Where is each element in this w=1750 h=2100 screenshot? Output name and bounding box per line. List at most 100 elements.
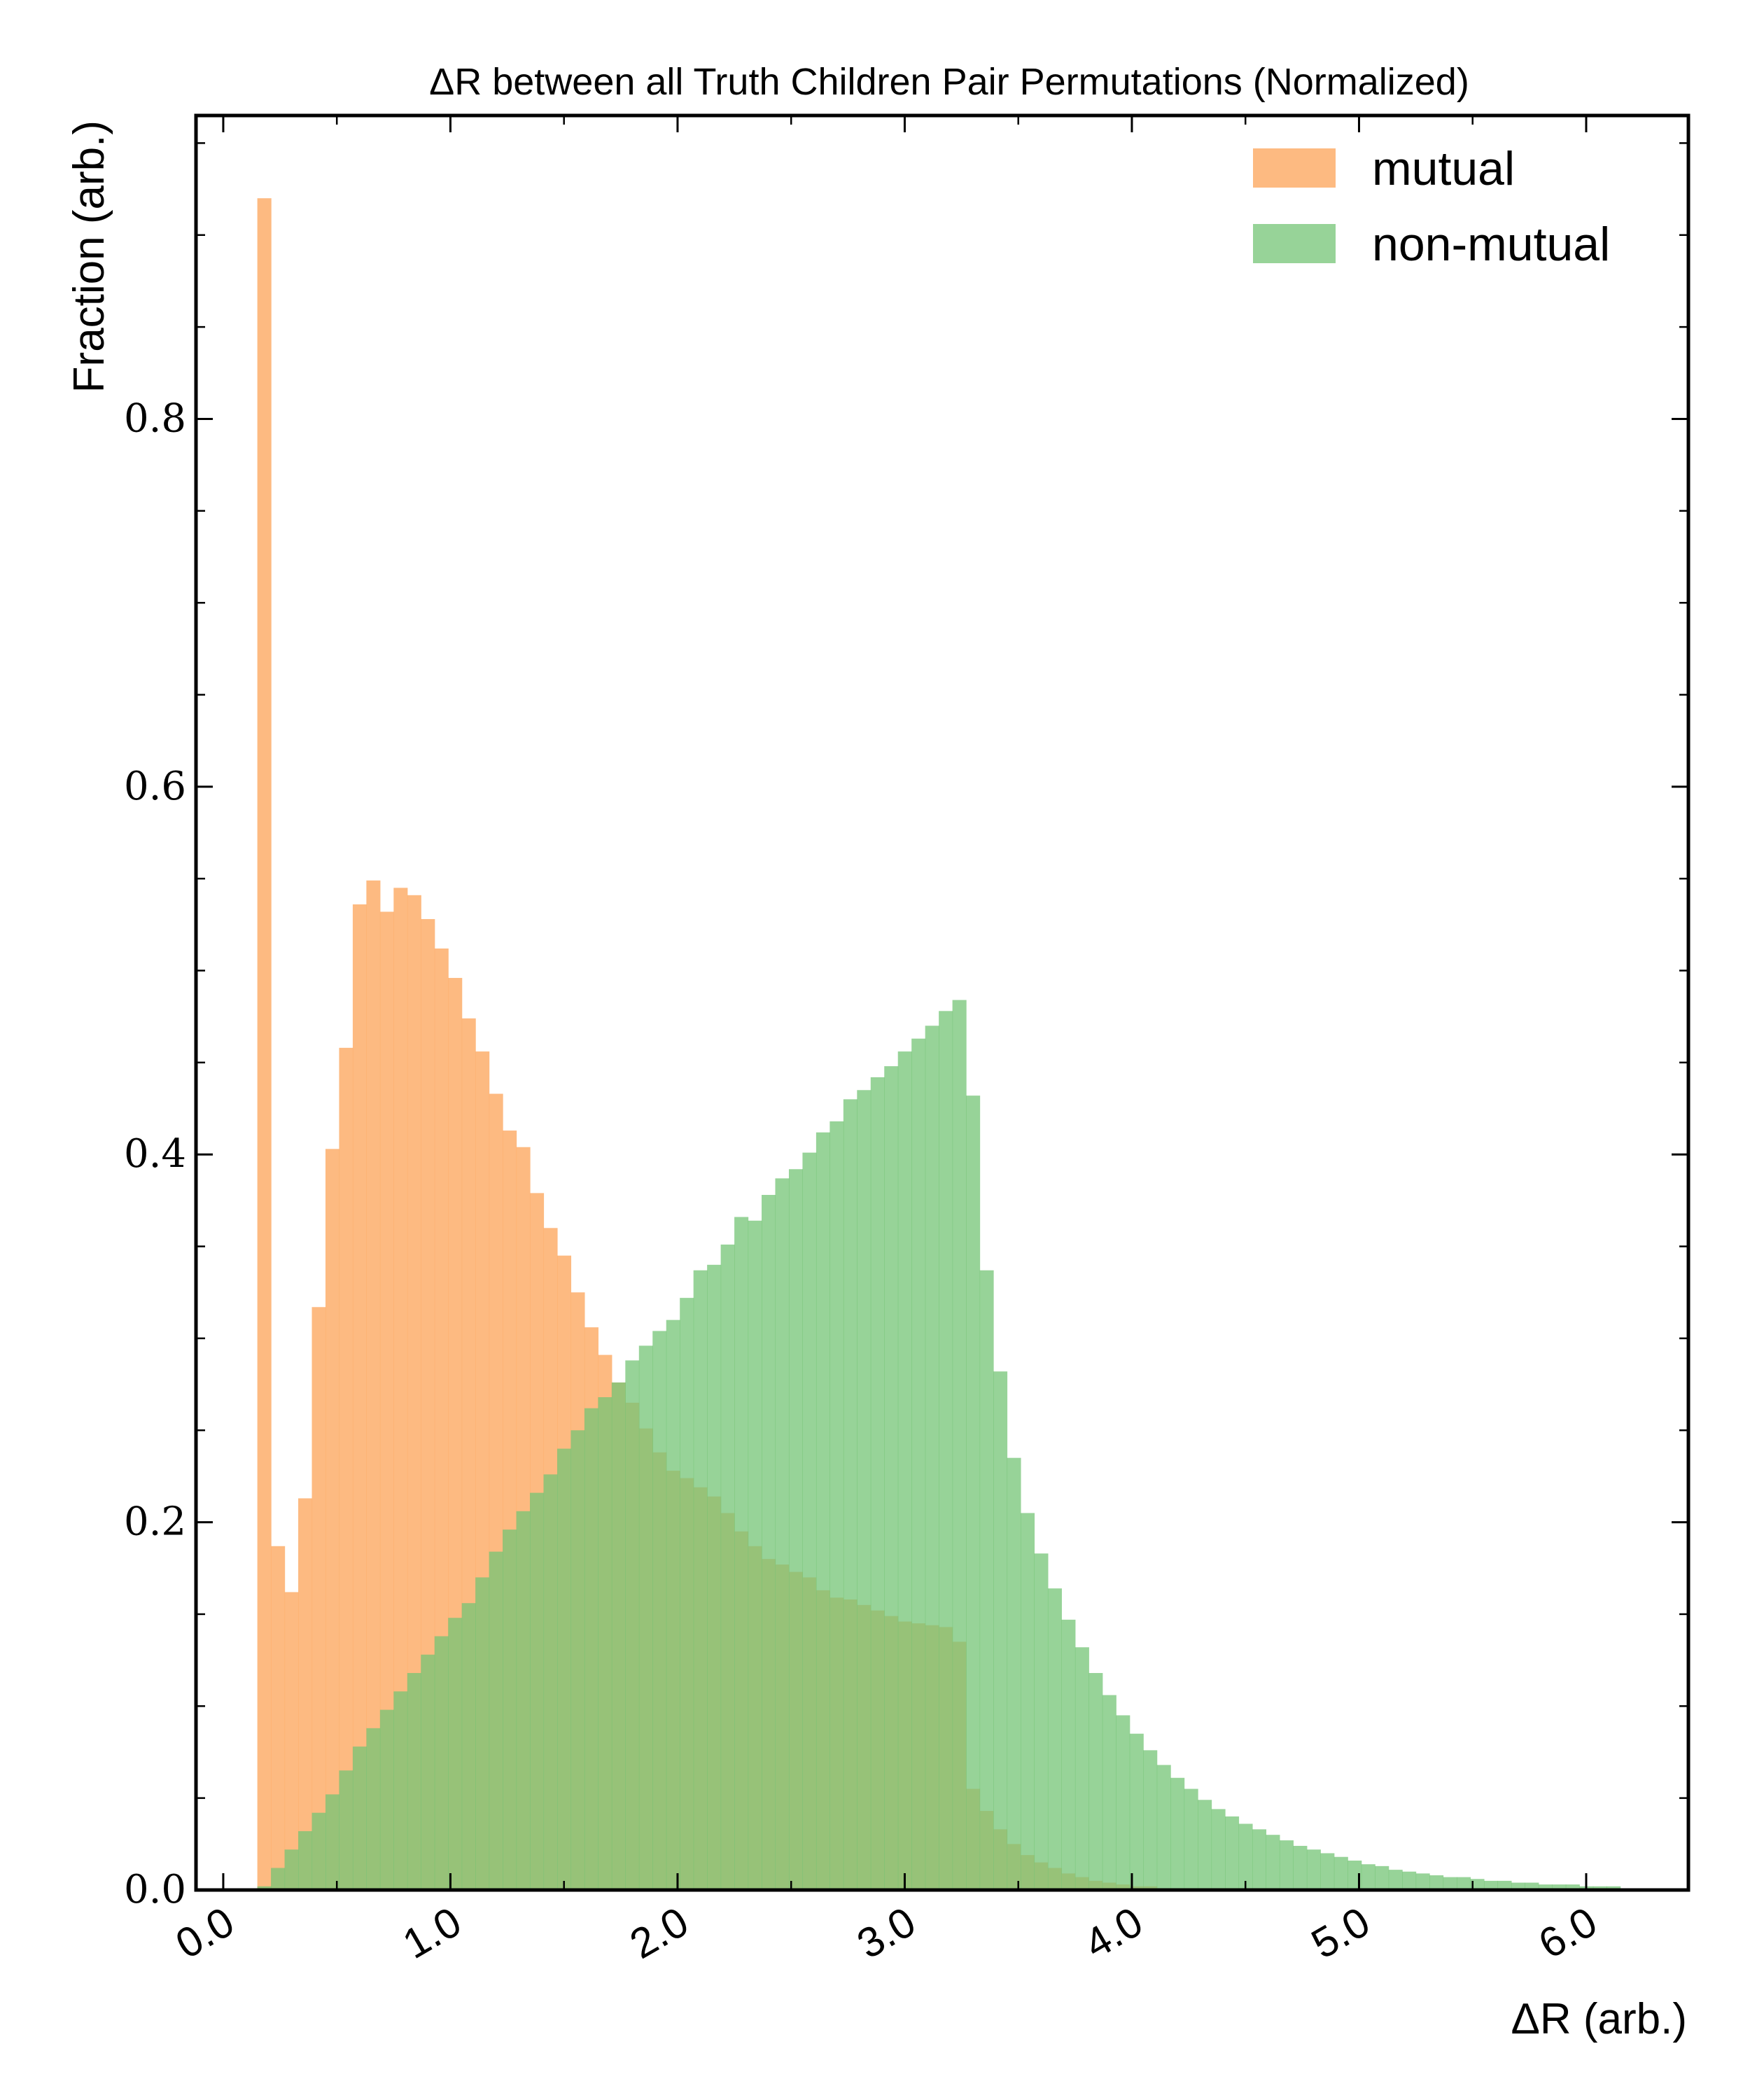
bar-non-mutual-36 xyxy=(748,1220,762,1890)
bar-non-mutual-1 xyxy=(271,1868,286,1890)
bar-non-mutual-93 xyxy=(1525,1882,1539,1890)
bar-mutual-3 xyxy=(298,1498,313,1890)
bar-non-mutual-22 xyxy=(556,1448,572,1890)
bar-non-mutual-96 xyxy=(1565,1884,1580,1890)
bar-mutual-4 xyxy=(312,1307,326,1890)
bar-non-mutual-7 xyxy=(352,1746,367,1890)
bar-non-mutual-24 xyxy=(584,1408,598,1890)
x-axis-label: ΔR (arb.) xyxy=(1511,1995,1687,2043)
bar-non-mutual-86 xyxy=(1429,1875,1444,1890)
bar-non-mutual-37 xyxy=(762,1195,776,1890)
bar-non-mutual-33 xyxy=(707,1264,722,1890)
bar-non-mutual-41 xyxy=(816,1132,830,1890)
bar-non-mutual-10 xyxy=(393,1691,408,1890)
bar-non-mutual-42 xyxy=(830,1121,844,1890)
bar-non-mutual-3 xyxy=(298,1830,313,1890)
bar-non-mutual-45 xyxy=(870,1077,885,1890)
bar-non-mutual-35 xyxy=(734,1217,749,1890)
bar-mutual-5 xyxy=(325,1149,340,1890)
bar-non-mutual-98 xyxy=(1592,1886,1607,1890)
bar-non-mutual-60 xyxy=(1074,1647,1089,1890)
bar-non-mutual-63 xyxy=(1116,1715,1130,1890)
bar-non-mutual-58 xyxy=(1047,1588,1062,1890)
bar-mutual-6 xyxy=(339,1047,354,1890)
bar-non-mutual-30 xyxy=(666,1320,680,1890)
bar-non-mutual-79 xyxy=(1334,1856,1348,1890)
bar-non-mutual-57 xyxy=(1034,1553,1049,1890)
chart-title: ΔR between all Truth Children Pair Permu… xyxy=(429,61,1469,103)
bar-non-mutual-65 xyxy=(1143,1750,1158,1890)
plot-frame xyxy=(194,113,1690,1892)
bar-non-mutual-11 xyxy=(407,1673,421,1890)
bar-non-mutual-4 xyxy=(312,1812,326,1890)
bar-mutual-0 xyxy=(257,198,272,1891)
bar-non-mutual-90 xyxy=(1483,1880,1499,1890)
bar-non-mutual-5 xyxy=(325,1794,340,1890)
bar-mutual-11 xyxy=(407,895,421,1890)
x-tick-label: 6.0 xyxy=(1531,1898,1605,1968)
bar-non-mutual-87 xyxy=(1443,1877,1457,1890)
bar-non-mutual-12 xyxy=(421,1654,435,1890)
bar-non-mutual-31 xyxy=(680,1298,694,1890)
y-tick-label: 0.0 xyxy=(124,1867,186,1912)
bar-non-mutual-8 xyxy=(366,1728,381,1890)
bar-non-mutual-71 xyxy=(1225,1816,1240,1890)
bar-non-mutual-72 xyxy=(1238,1823,1253,1890)
x-tick-label: 2.0 xyxy=(622,1898,696,1968)
bar-non-mutual-17 xyxy=(489,1551,503,1890)
bar-non-mutual-14 xyxy=(448,1618,463,1890)
bar-non-mutual-69 xyxy=(1198,1800,1212,1890)
bar-non-mutual-18 xyxy=(503,1530,517,1890)
bar-non-mutual-84 xyxy=(1402,1871,1417,1890)
bar-non-mutual-13 xyxy=(434,1636,449,1890)
bar-non-mutual-27 xyxy=(625,1360,640,1890)
bar-non-mutual-62 xyxy=(1102,1695,1116,1890)
bar-non-mutual-74 xyxy=(1266,1835,1280,1890)
bar-non-mutual-92 xyxy=(1511,1882,1525,1890)
bar-non-mutual-19 xyxy=(516,1511,531,1890)
bar-non-mutual-56 xyxy=(1020,1513,1035,1890)
bar-mutual-7 xyxy=(352,904,367,1890)
y-tick-label: 0.4 xyxy=(124,1131,186,1177)
bar-non-mutual-67 xyxy=(1170,1777,1185,1890)
bar-non-mutual-28 xyxy=(638,1345,653,1890)
bar-non-mutual-51 xyxy=(952,1000,967,1890)
bar-non-mutual-59 xyxy=(1061,1619,1076,1890)
bar-non-mutual-95 xyxy=(1552,1884,1567,1890)
x-tick-label: 3.0 xyxy=(849,1898,923,1968)
bar-non-mutual-88 xyxy=(1457,1877,1471,1890)
legend-label-non-mutual: non-mutual xyxy=(1372,218,1610,271)
bar-non-mutual-46 xyxy=(884,1066,899,1890)
bar-non-mutual-40 xyxy=(802,1152,817,1890)
x-tick-label: 1.0 xyxy=(395,1898,469,1968)
legend-swatch-non-mutual xyxy=(1253,224,1336,263)
legend-label-mutual: mutual xyxy=(1372,142,1515,195)
bar-non-mutual-34 xyxy=(720,1244,735,1890)
bars-layer xyxy=(257,198,1621,1891)
bar-non-mutual-25 xyxy=(598,1396,612,1890)
bar-non-mutual-61 xyxy=(1088,1673,1103,1890)
bar-non-mutual-50 xyxy=(939,1011,953,1890)
bar-mutual-9 xyxy=(379,911,394,1890)
series-non-mutual xyxy=(257,1000,1621,1890)
bar-non-mutual-38 xyxy=(775,1178,790,1890)
y-axis-label: Fraction (arb.) xyxy=(65,120,113,393)
bar-non-mutual-32 xyxy=(693,1270,708,1890)
bar-non-mutual-6 xyxy=(339,1770,354,1890)
y-tick-label: 0.8 xyxy=(124,396,186,441)
y-tick-label: 0.6 xyxy=(124,764,186,809)
bar-non-mutual-76 xyxy=(1293,1845,1308,1890)
legend-swatch-mutual xyxy=(1253,148,1336,188)
bar-non-mutual-16 xyxy=(475,1577,490,1890)
bar-non-mutual-15 xyxy=(461,1603,476,1890)
bar-non-mutual-89 xyxy=(1470,1879,1485,1890)
bar-non-mutual-49 xyxy=(925,1026,939,1890)
bar-non-mutual-85 xyxy=(1415,1873,1430,1890)
bar-non-mutual-75 xyxy=(1279,1840,1294,1890)
bar-non-mutual-20 xyxy=(530,1492,545,1890)
bar-non-mutual-82 xyxy=(1375,1865,1390,1890)
bar-non-mutual-54 xyxy=(993,1371,1008,1890)
bar-mutual-2 xyxy=(284,1592,299,1890)
bar-non-mutual-94 xyxy=(1538,1884,1553,1890)
